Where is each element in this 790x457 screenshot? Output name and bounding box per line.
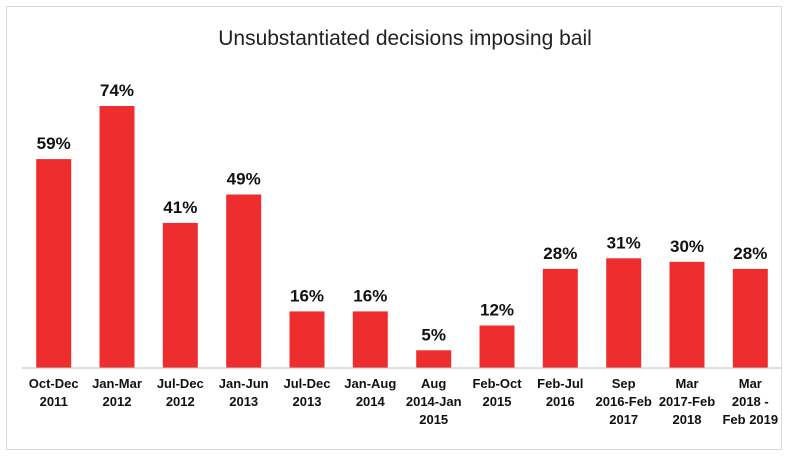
x-tick-label-7: Aug 2014-Jan 2015 [406, 376, 462, 427]
data-label-9: 28% [543, 244, 577, 263]
x-tick-label-2: Jan-Mar 2012 [92, 376, 142, 409]
x-tick-label-8: Feb-Oct 2015 [472, 376, 522, 409]
x-tick-label-12: Mar 2018 -Feb 2019 [722, 376, 778, 427]
bar-7 [416, 350, 452, 368]
chart-frame [6, 6, 782, 450]
data-label-11: 30% [670, 237, 704, 256]
data-label-4: 49% [227, 170, 261, 189]
x-tick-label-5: Jul-Dec 2013 [284, 376, 331, 409]
bar-12 [732, 268, 768, 368]
data-label-3: 41% [163, 198, 197, 217]
data-label-7: 5% [421, 325, 446, 344]
bar-6 [352, 311, 388, 368]
data-label-8: 12% [480, 301, 514, 320]
x-tick-label-4: Jan-Jun 2013 [219, 376, 269, 409]
bar-8 [479, 325, 515, 368]
bar-2 [99, 106, 135, 368]
data-label-12: 28% [733, 244, 767, 263]
x-tick-label-1: Oct-Dec 2011 [29, 376, 79, 409]
bar-3 [162, 222, 198, 368]
bar-10 [606, 258, 642, 368]
data-label-5: 16% [290, 286, 324, 305]
x-tick-label-3: Jul-Dec 2012 [157, 376, 204, 409]
data-label-2: 74% [100, 81, 134, 100]
bar-1 [36, 159, 72, 368]
bar-4 [226, 194, 262, 368]
bar-9 [542, 268, 578, 368]
x-tick-label-11: Mar 2017-Feb 2018 [659, 376, 715, 427]
chart-title: Unsubstantiated decisions imposing bail [218, 27, 592, 50]
data-label-1: 59% [37, 134, 71, 153]
data-label-6: 16% [353, 286, 387, 305]
x-tick-label-6: Jan-Aug 2014 [344, 376, 396, 409]
bar-11 [669, 261, 705, 368]
x-tick-label-9: Feb-Jul 2016 [537, 376, 583, 409]
bars-group: 59% 74% 41% 49% 16% 16% 5% 12% 28% 31% 30% 28% [36, 81, 768, 368]
x-tick-labels: Oct-Dec 2011 Jan-Mar 2012 Jul-Dec 2012 Jan-Jun… [29, 376, 778, 427]
x-tick-label-10: Sep 2016-Feb 2017 [596, 376, 652, 427]
data-label-10: 31% [607, 233, 641, 252]
bar-5 [289, 311, 325, 368]
